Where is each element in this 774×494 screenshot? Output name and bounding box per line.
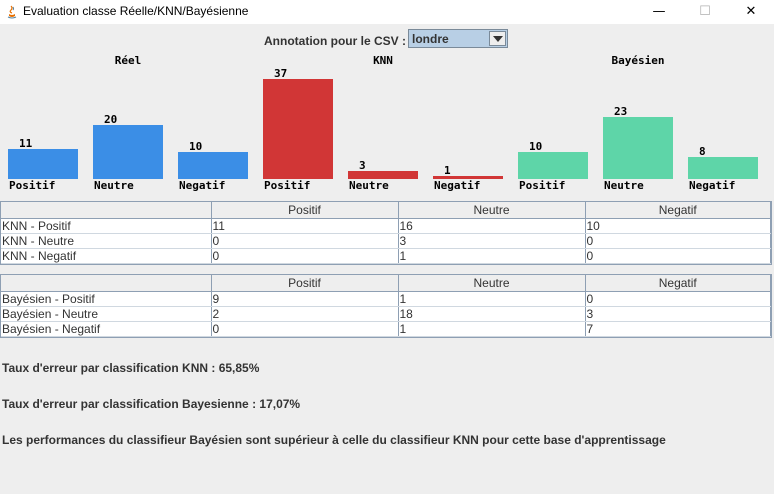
bar-neutre bbox=[603, 117, 673, 179]
bar-positif bbox=[518, 152, 588, 179]
chevron-down-icon[interactable] bbox=[489, 31, 506, 46]
java-app-icon bbox=[7, 5, 17, 19]
table-cell[interactable]: 1 bbox=[398, 248, 586, 264]
bar-negatif bbox=[178, 152, 248, 179]
column-header[interactable]: Negatif bbox=[585, 202, 771, 219]
table-cell[interactable]: 3 bbox=[398, 233, 586, 249]
table-row[interactable]: Bayésien - Neutre 2 18 3 bbox=[1, 306, 771, 322]
table-cell[interactable]: 3 bbox=[585, 306, 771, 322]
bar-value-label: 20 bbox=[104, 113, 118, 126]
bar-value-label: 1 bbox=[444, 164, 451, 177]
bar-value-label: 37 bbox=[274, 67, 288, 80]
table-cell[interactable]: 1 bbox=[398, 321, 586, 337]
bar-value-label: 10 bbox=[189, 140, 203, 153]
chart-knn: KNN 37 Positif 3 Neutre 1 Negatif bbox=[263, 52, 518, 198]
bayes-error-rate: Taux d'erreur par classification Bayesie… bbox=[2, 397, 301, 411]
bar-neutre bbox=[93, 125, 163, 179]
bar-category-label: Negatif bbox=[434, 179, 481, 192]
table-cell[interactable]: 0 bbox=[211, 248, 399, 264]
annotation-label: Annotation pour le CSV : bbox=[264, 34, 406, 48]
bar-value-label: 10 bbox=[529, 140, 543, 153]
table-cell[interactable]: KNN - Neutre bbox=[1, 233, 212, 249]
table-cell[interactable]: 0 bbox=[585, 248, 771, 264]
chart-title: Réel bbox=[114, 54, 142, 67]
bar-negatif bbox=[688, 157, 758, 179]
table-cell[interactable]: 0 bbox=[585, 233, 771, 249]
conclusion-text: Les performances du classifieur Bayésien… bbox=[2, 433, 666, 447]
annotation-select[interactable]: londre bbox=[408, 29, 508, 48]
column-header[interactable]: Neutre bbox=[398, 202, 586, 219]
bar-negatif bbox=[433, 176, 503, 179]
table-row[interactable]: Bayésien - Negatif 0 1 7 bbox=[1, 321, 771, 337]
bar-category-label: Negatif bbox=[689, 179, 736, 192]
table-cell[interactable]: 2 bbox=[211, 306, 399, 322]
chart-réel: Réel 11 Positif 20 Neutre 10 Negatif bbox=[8, 52, 263, 198]
table-row[interactable]: KNN - Negatif 0 1 0 bbox=[1, 248, 771, 264]
table-cell[interactable]: 1 bbox=[398, 291, 586, 307]
table-row[interactable]: KNN - Neutre 0 3 0 bbox=[1, 233, 771, 249]
title-bar: Evaluation classe Réelle/KNN/Bayésienne … bbox=[0, 0, 774, 24]
bar-value-label: 8 bbox=[699, 145, 706, 158]
bayes-confusion-table[interactable]: Positif Neutre Negatif Bayésien - Positi… bbox=[0, 274, 772, 338]
table-cell[interactable]: 0 bbox=[211, 233, 399, 249]
table-cell[interactable]: 9 bbox=[211, 291, 399, 307]
table-cell[interactable]: 18 bbox=[398, 306, 586, 322]
column-header[interactable]: Neutre bbox=[398, 275, 586, 292]
table-cell[interactable]: Bayésien - Negatif bbox=[1, 321, 212, 337]
column-header[interactable] bbox=[1, 275, 212, 292]
table-cell[interactable]: KNN - Negatif bbox=[1, 248, 212, 264]
table-cell[interactable]: 10 bbox=[585, 218, 771, 234]
table-cell[interactable]: 0 bbox=[585, 291, 771, 307]
bar-value-label: 11 bbox=[19, 137, 33, 150]
bar-value-label: 3 bbox=[359, 159, 366, 172]
table-cell[interactable]: KNN - Positif bbox=[1, 218, 212, 234]
bar-category-label: Positif bbox=[264, 179, 311, 192]
column-header[interactable] bbox=[1, 202, 212, 219]
maximize-button[interactable]: ☐ bbox=[699, 4, 711, 19]
table-cell[interactable]: 0 bbox=[211, 321, 399, 337]
chart-title: Bayésien bbox=[611, 54, 665, 67]
bar-category-label: Neutre bbox=[349, 179, 389, 192]
knn-error-rate: Taux d'erreur par classification KNN : 6… bbox=[2, 361, 260, 375]
minimize-button[interactable]: — bbox=[652, 4, 666, 19]
bar-value-label: 23 bbox=[614, 105, 628, 118]
main-panel: Annotation pour le CSV : londre Réel 11 Po… bbox=[0, 24, 774, 494]
bar-neutre bbox=[348, 171, 418, 179]
window-title: Evaluation classe Réelle/KNN/Bayésienne bbox=[23, 4, 249, 18]
table-cell[interactable]: Bayésien - Neutre bbox=[1, 306, 212, 322]
chart-bayésien: Bayésien 10 Positif 23 Neutre 8 Negatif bbox=[518, 52, 773, 198]
bar-category-label: Negatif bbox=[179, 179, 226, 192]
table-row[interactable]: KNN - Positif 11 16 10 bbox=[1, 218, 771, 234]
bar-category-label: Positif bbox=[9, 179, 56, 192]
table-cell[interactable]: Bayésien - Positif bbox=[1, 291, 212, 307]
bar-category-label: Positif bbox=[519, 179, 566, 192]
bar-category-label: Neutre bbox=[94, 179, 134, 192]
knn-confusion-table[interactable]: Positif Neutre Negatif KNN - Positif 11 … bbox=[0, 201, 772, 265]
table-cell[interactable]: 11 bbox=[211, 218, 399, 234]
annotation-select-value: londre bbox=[412, 32, 449, 46]
table-row[interactable]: Bayésien - Positif 9 1 0 bbox=[1, 291, 771, 307]
bar-positif bbox=[263, 79, 333, 179]
bar-category-label: Neutre bbox=[604, 179, 644, 192]
table-cell[interactable]: 16 bbox=[398, 218, 586, 234]
column-header[interactable]: Negatif bbox=[585, 275, 771, 292]
column-header[interactable]: Positif bbox=[211, 275, 399, 292]
table-cell[interactable]: 7 bbox=[585, 321, 771, 337]
chart-title: KNN bbox=[373, 54, 393, 67]
column-header[interactable]: Positif bbox=[211, 202, 399, 219]
bar-positif bbox=[8, 149, 78, 179]
close-button[interactable]: ✕ bbox=[745, 4, 757, 19]
